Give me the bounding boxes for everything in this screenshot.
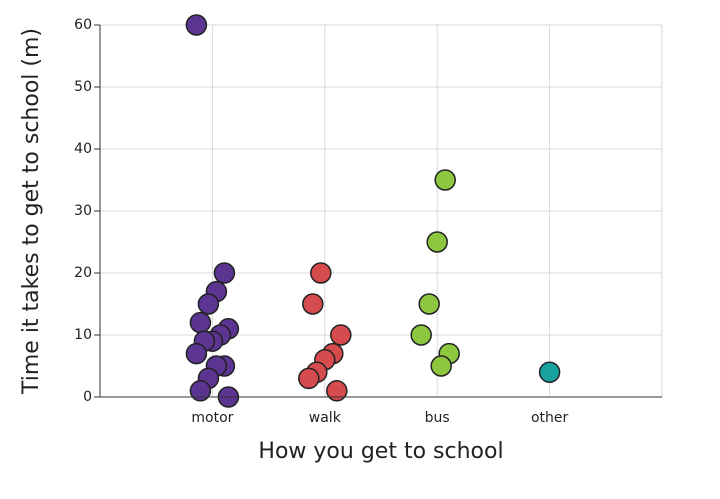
x-axis-title: How you get to school [258, 439, 503, 464]
y-axis-title: Time it takes to get to school (m) [19, 28, 44, 395]
point [434, 169, 456, 191]
point [189, 380, 212, 402]
y-tick-label: 10 [74, 327, 92, 343]
point [410, 324, 432, 346]
point [185, 342, 208, 365]
point [538, 361, 561, 383]
y-tick-label: 40 [74, 141, 92, 157]
y-tick-label: 0 [83, 389, 92, 405]
x-tick-label: walk [309, 410, 342, 426]
point [330, 324, 352, 346]
point [185, 14, 208, 36]
x-tick-label: motor [191, 410, 233, 426]
point [302, 293, 324, 315]
x-tick-label: bus [425, 410, 450, 426]
point [426, 231, 448, 253]
point [310, 262, 332, 284]
y-tick-label: 60 [74, 17, 92, 33]
point [326, 380, 348, 402]
y-tick-label: 50 [74, 79, 92, 95]
point [430, 355, 452, 377]
point [418, 293, 440, 315]
y-tick-label: 30 [74, 203, 92, 219]
point [298, 367, 320, 390]
point [189, 311, 212, 334]
x-tick-label: other [531, 410, 569, 426]
y-tick-label: 20 [74, 265, 92, 281]
point [197, 293, 220, 315]
point [213, 262, 236, 284]
